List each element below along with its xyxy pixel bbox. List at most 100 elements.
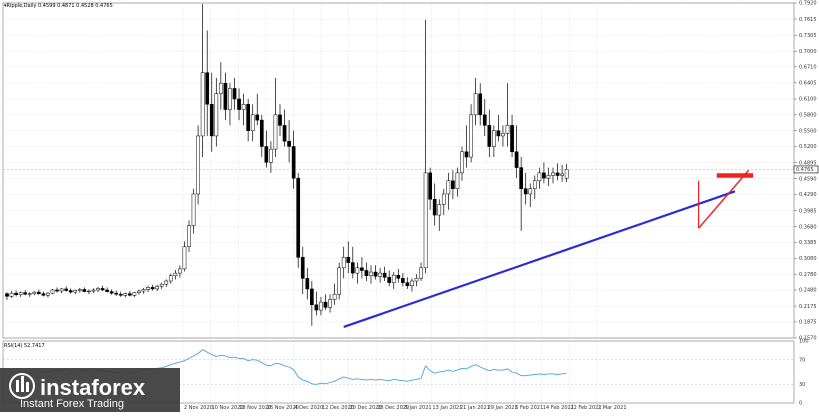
date-tick-label: 6 Feb 2021 — [515, 405, 543, 411]
candle-body — [473, 93, 478, 116]
candle-bullish — [505, 83, 510, 147]
price-tick-label: 0.3080 — [799, 256, 817, 262]
candle-body — [537, 172, 542, 182]
candle-body — [278, 114, 282, 126]
rsi-axis: 100 70 30 0 — [799, 339, 809, 407]
price-tick-label: 0.7920 — [799, 1, 817, 7]
candle-bearish — [451, 170, 455, 200]
candle-body — [337, 267, 341, 295]
candle-bearish — [259, 114, 264, 158]
candle-body — [364, 270, 369, 276]
candle-bullish — [141, 287, 146, 294]
candle-bearish — [205, 30, 210, 136]
candle-body — [205, 72, 210, 105]
date-tick-label: 20 Dec 2020 — [350, 405, 382, 411]
candle-body — [460, 151, 464, 174]
rsi-tick-label: 0 — [799, 401, 802, 407]
date-tick-label: 22 Feb 2021 — [570, 405, 601, 411]
candle-bullish — [269, 141, 273, 173]
candle-body — [219, 82, 223, 94]
candle-body — [77, 289, 82, 291]
candle-body — [551, 172, 555, 176]
candle-bullish — [219, 62, 223, 110]
candle-bullish — [87, 289, 91, 295]
candle-body — [191, 193, 196, 226]
candle-bullish — [369, 265, 373, 284]
candle-bullish — [560, 164, 564, 182]
candle-bullish — [319, 296, 323, 316]
candle-body — [228, 88, 232, 110]
candle-body — [296, 177, 301, 258]
candle-bullish — [437, 199, 442, 231]
candle-bullish — [410, 278, 414, 292]
candle-body — [118, 293, 123, 296]
candle-body — [305, 278, 310, 290]
date-tick-label: 2 Nov 2020 — [184, 405, 213, 411]
price-tick-label: 0.5200 — [799, 144, 817, 150]
candle-body — [200, 72, 205, 137]
candle-body — [168, 275, 173, 282]
date-tick-label: 18 Nov 2020 — [239, 405, 271, 411]
candle-body — [310, 288, 314, 306]
candle-bearish — [510, 114, 514, 158]
candle-bullish — [532, 175, 537, 200]
candle-bullish — [473, 77, 478, 126]
candle-body — [241, 104, 246, 110]
candle-body — [287, 140, 291, 147]
candle-body — [314, 304, 319, 311]
candle-body — [46, 292, 50, 296]
candle-bearish — [519, 157, 523, 231]
candle-bullish — [328, 294, 332, 313]
candle-body — [259, 119, 264, 147]
candle-bearish — [5, 292, 9, 301]
candle-bearish — [223, 72, 228, 121]
price-tick-label: 0.2175 — [799, 304, 817, 310]
candle-bullish — [241, 93, 246, 126]
price-tick-label: 0.4590 — [799, 176, 817, 182]
candle-body — [501, 133, 505, 137]
candle-body — [9, 292, 14, 297]
candle-bullish — [27, 292, 32, 297]
watermark-brand: instaforex — [40, 375, 146, 400]
price-tick-label: 0.3680 — [799, 224, 817, 230]
date-tick-label: 21 Jan 2021 — [460, 405, 490, 411]
candle-body — [105, 289, 109, 292]
candle-body — [464, 151, 469, 158]
price-tick-label: 0.4290 — [799, 192, 817, 198]
candle-body — [300, 257, 305, 279]
candle-body — [510, 125, 514, 153]
candle-bearish — [428, 167, 432, 210]
date-tick-label: 4 Dec 2020 — [294, 405, 323, 411]
candle-bearish — [542, 162, 546, 184]
candle-bullish — [441, 188, 446, 216]
candle-bullish — [419, 262, 423, 282]
candle-body — [41, 293, 46, 296]
annotations — [3, 169, 794, 328]
candle-body — [373, 271, 378, 277]
rsi-tick-label: 30 — [799, 382, 805, 388]
candle-bullish — [196, 125, 200, 205]
candle-bearish — [287, 120, 291, 163]
candle-bullish — [546, 167, 551, 187]
candle-bullish — [414, 274, 419, 287]
candle-bearish — [246, 99, 251, 142]
date-tick-label: 2 Mar 2021 — [598, 405, 627, 411]
candle-body — [323, 301, 328, 308]
candle-bearish — [264, 130, 269, 168]
current-price-value: 0.4765 — [796, 167, 814, 173]
date-tick-label: 13 Jan 2021 — [432, 405, 462, 411]
candle-body — [237, 98, 241, 110]
candle-bullish — [273, 77, 278, 158]
candle-body — [27, 293, 32, 295]
candle-bearish — [305, 267, 310, 300]
candle-bearish — [282, 109, 287, 147]
candle-bearish — [68, 288, 73, 294]
candle-bearish — [109, 289, 114, 295]
price-tick-label: 0.2780 — [799, 272, 817, 278]
candle-bearish — [405, 277, 410, 289]
candle-bullish — [178, 265, 182, 278]
candle-bearish — [432, 183, 437, 226]
candle-body — [18, 292, 23, 295]
watermark-tagline: Instant Forex Trading — [20, 398, 124, 410]
